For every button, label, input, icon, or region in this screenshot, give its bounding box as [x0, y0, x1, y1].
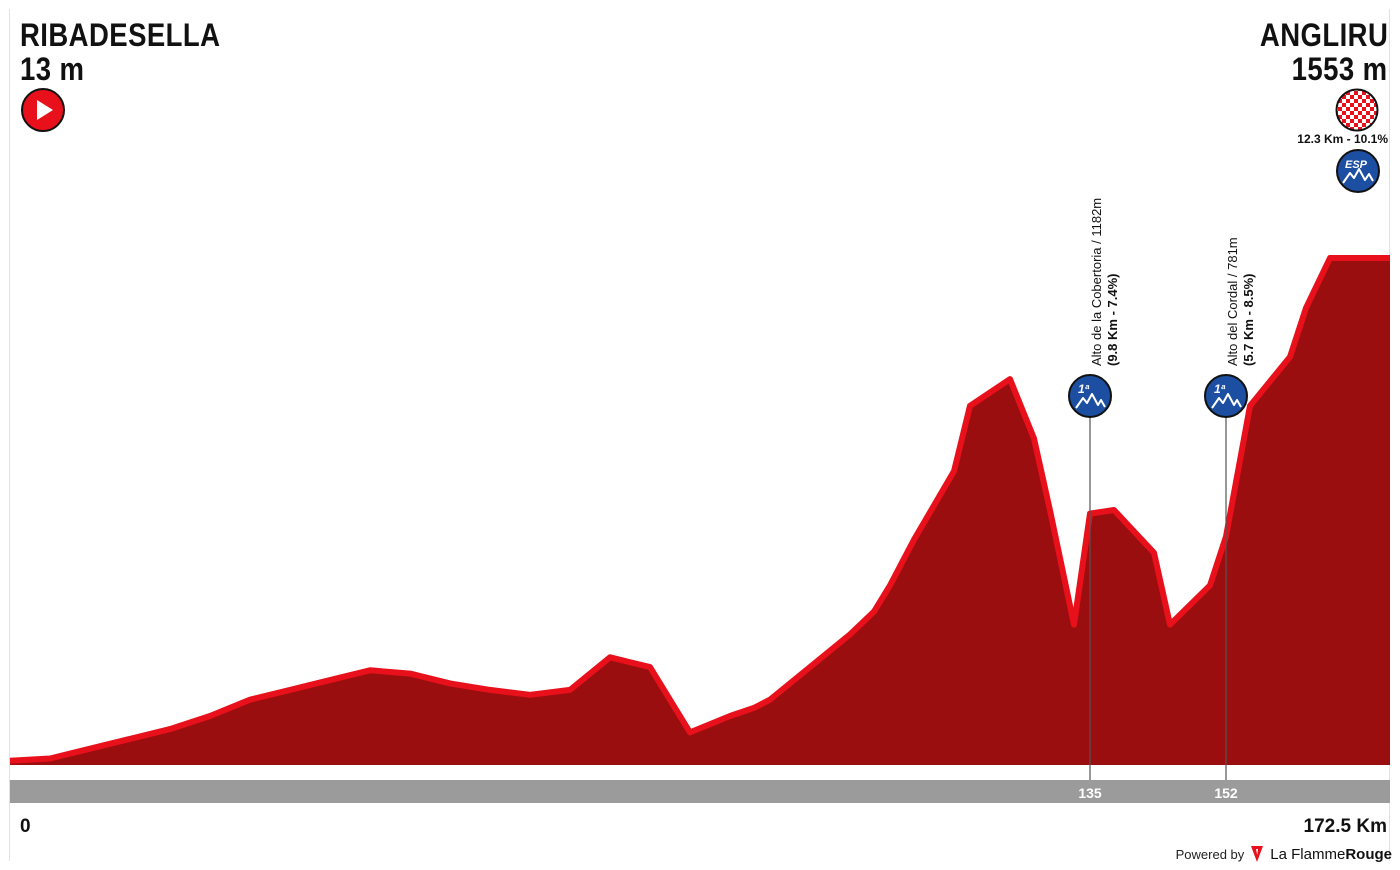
elevation-area	[10, 258, 1390, 765]
mountain-glyph	[1075, 393, 1106, 409]
start-town-name: RIBADESELLA	[20, 17, 221, 53]
category-badge-text: ESP	[1345, 159, 1368, 171]
finish-town-name: ANGLIRU	[1259, 17, 1388, 53]
climb-name-altitude: Alto de la Cobertoria / 1182m	[1089, 198, 1104, 366]
mountain-glyph	[1211, 393, 1242, 409]
axis-end-label: 172.5 Km	[1303, 816, 1387, 837]
brand-name: La FlammeRouge	[1270, 845, 1392, 863]
finish-climb-stats: 12.3 Km - 10.1%	[1297, 132, 1388, 146]
climb-marker-1: 1ª Alto de la Cobertoria / 1182m (9.8 Km -…	[1068, 198, 1120, 801]
km-tick-label: 135	[1078, 785, 1102, 801]
climb-category-label: 1ª	[1214, 382, 1226, 396]
finish-checkered-icon	[1335, 88, 1379, 132]
climb-category-label: 1ª	[1078, 382, 1090, 396]
start-altitude: 13 m	[20, 51, 85, 87]
elevation-edge-line	[9, 255, 1390, 764]
climb-name-altitude: Alto del Cordal / 781m	[1225, 237, 1240, 366]
km-axis-bar	[10, 780, 1390, 803]
climb-stats: (9.8 Km - 7.4%)	[1105, 274, 1120, 366]
axis-start-label: 0	[20, 816, 31, 837]
especial-category-mountain-icon: ESP	[1336, 149, 1380, 193]
start-play-icon	[21, 88, 65, 132]
powered-by-footer: Powered by La FlammeRouge	[1176, 843, 1392, 865]
climb-marker-2: 1ª Alto del Cordal / 781m (5.7 Km - 8.5%) 1…	[1204, 237, 1256, 801]
finish-altitude: 1553 m	[1292, 51, 1388, 87]
climb-stats: (5.7 Km - 8.5%)	[1241, 274, 1256, 366]
km-tick-label: 152	[1214, 785, 1238, 801]
powered-by-text: Powered by	[1175, 846, 1245, 862]
flamme-rouge-logo-icon	[1251, 846, 1264, 862]
